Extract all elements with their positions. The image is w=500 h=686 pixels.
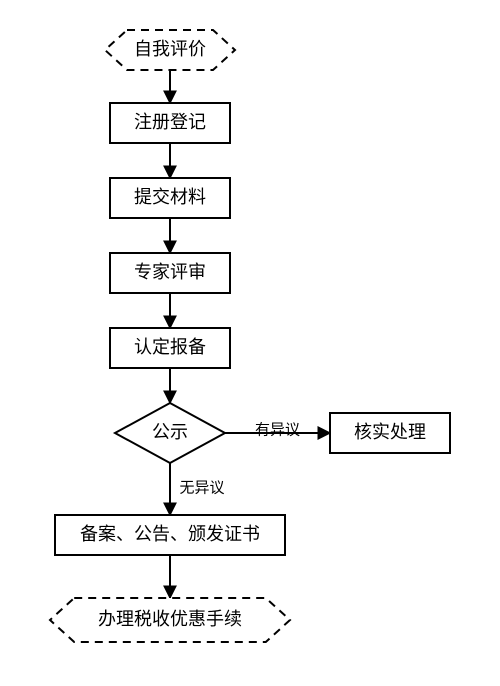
node-n7: 核实处理: [330, 413, 450, 453]
node-n6: 公示: [115, 403, 225, 463]
edge-label-n6-n8: 无异议: [179, 479, 224, 496]
node-n8: 备案、公告、颁发证书: [55, 515, 285, 555]
node-n9: 办理税收优惠手续: [50, 598, 290, 642]
node-label-n2: 注册登记: [134, 112, 206, 132]
flowchart-canvas: 有异议无异议 自我评价注册登记提交材料专家评审认定报备公示 核实处理备案、公告、颁…: [0, 0, 500, 686]
edge-label-n6-n7: 有异议: [255, 421, 300, 438]
node-n2: 注册登记: [110, 103, 230, 143]
node-n4: 专家评审: [110, 253, 230, 293]
node-label-n4: 专家评审: [134, 262, 206, 282]
node-label-n8: 备案、公告、颁发证书: [80, 524, 260, 544]
node-n1: 自我评价: [105, 30, 235, 70]
node-label-n9: 办理税收优惠手续: [98, 609, 242, 629]
node-label-n1: 自我评价: [134, 39, 206, 59]
node-n5: 认定报备: [110, 328, 230, 368]
node-n3: 提交材料: [110, 178, 230, 218]
node-label-n7: 核实处理: [354, 422, 426, 442]
node-label-n3: 提交材料: [134, 187, 206, 207]
node-label-n6: 公示: [152, 422, 188, 442]
node-label-n5: 认定报备: [134, 337, 206, 357]
